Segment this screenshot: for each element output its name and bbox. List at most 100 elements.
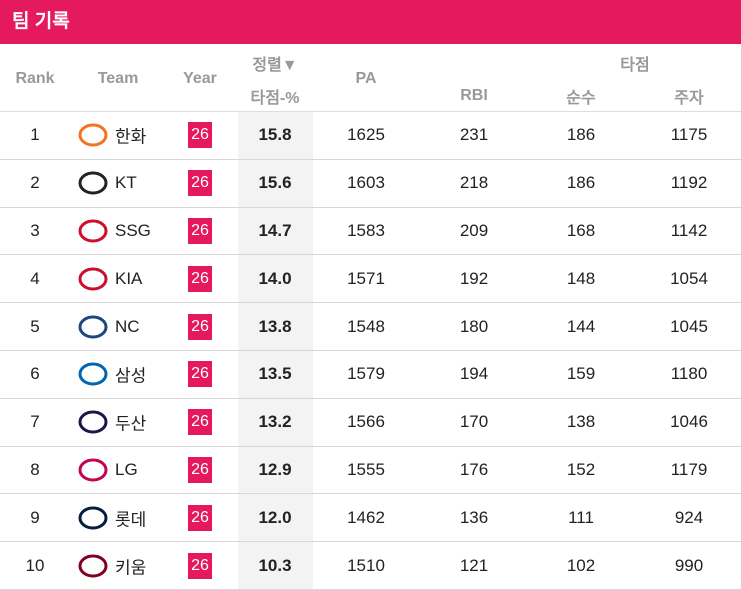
col-pa[interactable]: PA bbox=[355, 70, 377, 87]
team-row: 4 KIA 26 14.0 1571 192 148 1054 bbox=[0, 255, 741, 304]
pure: 186 bbox=[566, 173, 596, 193]
rbi-pct: 13.2 bbox=[258, 412, 292, 432]
year: 26 bbox=[188, 552, 212, 579]
rbi: 231 bbox=[459, 125, 489, 145]
year: 26 bbox=[188, 456, 212, 483]
pure: 168 bbox=[566, 220, 596, 240]
rbi-pct: 13.5 bbox=[258, 364, 292, 384]
pure: 152 bbox=[566, 459, 596, 479]
col-team[interactable]: Team bbox=[97, 70, 139, 87]
pure: 186 bbox=[566, 125, 596, 145]
team-logo bbox=[78, 362, 108, 386]
pure: 102 bbox=[566, 555, 596, 575]
pure: 144 bbox=[566, 316, 596, 336]
pa: 1555 bbox=[347, 459, 385, 479]
rbi: 218 bbox=[459, 173, 489, 193]
logo-shape bbox=[78, 506, 108, 530]
col-rbi-group: 타점 bbox=[620, 57, 650, 74]
team-row: 7 두산 26 13.2 1566 170 138 1046 bbox=[0, 399, 741, 447]
logo-shape bbox=[78, 219, 108, 243]
rbi-pct: 14.7 bbox=[258, 220, 292, 240]
logo-shape bbox=[78, 123, 108, 147]
rbi: 192 bbox=[459, 268, 489, 288]
team-row: 8 LG 26 12.9 1555 176 152 1179 bbox=[0, 447, 741, 495]
pure: 148 bbox=[566, 268, 596, 288]
pure: 138 bbox=[566, 412, 596, 432]
logo-shape bbox=[78, 554, 108, 578]
runner: 924 bbox=[674, 507, 704, 527]
rank: 7 bbox=[30, 412, 40, 432]
year: 26 bbox=[188, 504, 212, 531]
pa: 1548 bbox=[347, 316, 385, 336]
rank: 9 bbox=[30, 507, 40, 527]
rbi: 176 bbox=[459, 459, 489, 479]
pa: 1603 bbox=[347, 173, 385, 193]
runner: 1045 bbox=[670, 316, 708, 336]
runner: 1179 bbox=[670, 459, 708, 479]
year: 26 bbox=[188, 265, 212, 292]
col-rbi[interactable]: RBI bbox=[460, 87, 488, 104]
rbi: 136 bbox=[459, 507, 489, 527]
team: KT bbox=[115, 173, 137, 193]
rbi: 180 bbox=[459, 316, 489, 336]
rank: 3 bbox=[30, 220, 40, 240]
rbi-pct: 15.6 bbox=[258, 173, 292, 193]
team-logo bbox=[78, 506, 108, 530]
team: 삼성 bbox=[115, 366, 147, 386]
year: 26 bbox=[188, 170, 212, 197]
pa: 1510 bbox=[347, 555, 385, 575]
pa: 1462 bbox=[347, 507, 385, 527]
team-logo bbox=[78, 315, 108, 339]
rank: 4 bbox=[30, 268, 40, 288]
title: 팀 기록 bbox=[12, 11, 70, 32]
team-logo bbox=[78, 267, 108, 291]
pa: 1625 bbox=[347, 125, 385, 145]
pa: 1566 bbox=[347, 412, 385, 432]
title-bar: 팀 기록 bbox=[0, 0, 741, 44]
team-row: 9 롯데 26 12.0 1462 136 111 924 bbox=[0, 494, 741, 543]
pa: 1579 bbox=[347, 364, 385, 384]
team-row: 6 삼성 26 13.5 1579 194 159 1180 bbox=[0, 351, 741, 399]
year: 26 bbox=[188, 409, 212, 436]
table-body: 1 한화 26 15.8 1625 231 186 1175 2 KT 26 15.6 1603 218 1… bbox=[0, 112, 741, 590]
logo-shape bbox=[78, 362, 108, 386]
rbi-pct: 12.0 bbox=[258, 507, 292, 527]
rank: 10 bbox=[25, 555, 45, 575]
logo-shape bbox=[78, 315, 108, 339]
rbi: 170 bbox=[459, 412, 489, 432]
team-row: 10 키움 26 10.3 1510 121 102 990 bbox=[0, 542, 741, 590]
team-logo bbox=[78, 171, 108, 195]
team-logo bbox=[78, 458, 108, 482]
col-pure[interactable]: 순수 bbox=[566, 90, 596, 107]
runner: 1180 bbox=[670, 364, 708, 384]
rank: 8 bbox=[30, 459, 40, 479]
team-row: 3 SSG 26 14.7 1583 209 168 1142 bbox=[0, 208, 741, 256]
team-logo bbox=[78, 554, 108, 578]
rbi-pct: 13.8 bbox=[258, 316, 292, 336]
sorted-column-shade bbox=[238, 112, 313, 590]
year: 26 bbox=[188, 217, 212, 244]
runner: 1175 bbox=[670, 125, 708, 145]
rbi-pct: 14.0 bbox=[258, 268, 292, 288]
team-row: 2 KT 26 15.6 1603 218 186 1192 bbox=[0, 160, 741, 208]
year: 26 bbox=[188, 122, 212, 149]
rbi-pct: 15.8 bbox=[258, 125, 292, 145]
col-rbi-pct[interactable]: 타점-% bbox=[250, 90, 300, 107]
team: 두산 bbox=[115, 414, 147, 434]
runner: 990 bbox=[674, 555, 704, 575]
team: LG bbox=[115, 459, 138, 479]
col-year[interactable]: Year bbox=[183, 70, 217, 87]
year: 26 bbox=[188, 361, 212, 388]
team: KIA bbox=[115, 268, 143, 288]
team: 롯데 bbox=[115, 510, 147, 530]
pure: 159 bbox=[566, 364, 596, 384]
col-sort[interactable]: 정렬▼ bbox=[252, 57, 298, 74]
pa: 1571 bbox=[347, 268, 385, 288]
pure: 111 bbox=[568, 507, 594, 527]
col-rank[interactable]: Rank bbox=[15, 70, 55, 87]
col-runner[interactable]: 주자 bbox=[674, 90, 704, 107]
logo-shape bbox=[78, 267, 108, 291]
team-logo bbox=[78, 410, 108, 434]
team: NC bbox=[115, 316, 140, 336]
rank: 2 bbox=[30, 173, 40, 193]
